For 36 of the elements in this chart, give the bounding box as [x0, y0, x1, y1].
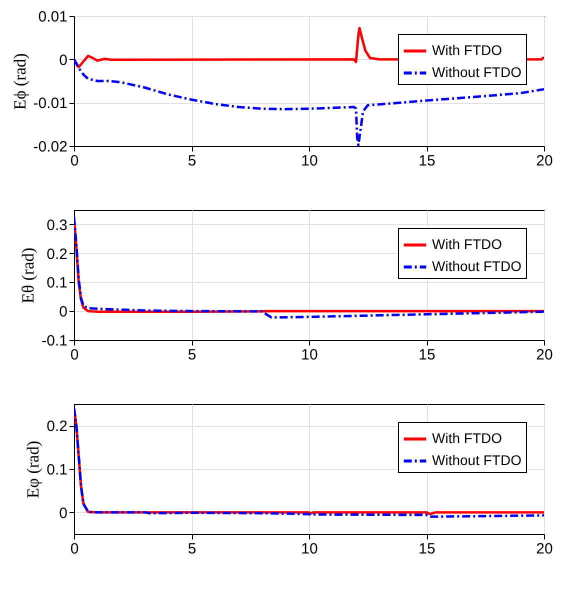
y-axis-title: Eφ (rad)	[24, 440, 43, 498]
legend-label: Without FTDO	[432, 258, 522, 274]
x-tick-label: 5	[188, 540, 196, 558]
y-tick-label: 0.01	[38, 8, 68, 26]
x-tick-label: 20	[536, 152, 553, 170]
x-tick-label: 5	[188, 346, 196, 364]
x-tick-label: 0	[70, 540, 79, 558]
y-tick-label: 0.3	[46, 216, 68, 234]
y-tick-label: 0.2	[46, 418, 68, 436]
y-tick-label: 0	[59, 304, 68, 321]
x-tick-label: 10	[301, 152, 318, 170]
y-tick-label: -0.1	[42, 332, 68, 350]
x-tick-label: 20	[536, 540, 553, 558]
y-tick-label: -0.02	[33, 138, 68, 156]
legend-label: With FTDO	[432, 42, 502, 58]
y-axis-title: Eθ (rad)	[18, 248, 38, 304]
legend-label: Without FTDO	[432, 64, 522, 80]
x-tick-label: 15	[418, 152, 436, 170]
x-tick-label: 10	[301, 346, 318, 364]
y-tick-label: 0	[59, 52, 68, 69]
x-tick-label: 0	[70, 152, 79, 170]
x-tick-label: 15	[418, 540, 436, 558]
y-tick-label: 0.2	[46, 246, 68, 263]
legend-label: Without FTDO	[432, 452, 522, 468]
y-tick-label: 0.1	[46, 462, 68, 478]
x-tick-label: 10	[301, 540, 318, 558]
x-tick-label: 15	[418, 346, 436, 364]
legend-label: With FTDO	[432, 236, 502, 252]
y-axis-title: Eϕ (rad)	[10, 53, 30, 110]
x-tick-label: 0	[70, 346, 79, 364]
y-tick-label: 0	[59, 504, 68, 522]
legend-label: With FTDO	[432, 430, 502, 446]
y-tick-label: 0.1	[46, 274, 68, 292]
x-tick-label: 20	[536, 346, 553, 364]
x-tick-label: 5	[188, 152, 196, 170]
y-tick-label: -0.01	[33, 95, 68, 112]
